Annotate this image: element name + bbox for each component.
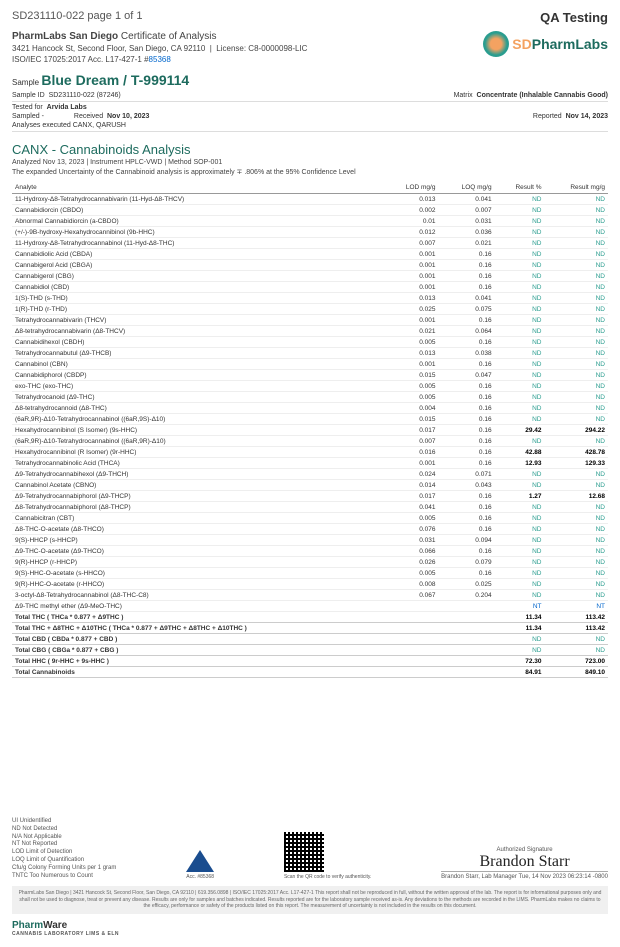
table-row: Δ9-Tetrahydrocannabiphorol (Δ9-THCP)0.01…	[12, 491, 608, 502]
lab-iso: ISO/IEC 17025:2017 Acc. L17-427-1 #85368	[12, 55, 307, 64]
table-row: Δ9-THC-O-acetate (Δ9-THCO)0.0660.16NDND	[12, 546, 608, 557]
signature: Authorized Signature Brandon Starr Brand…	[441, 847, 608, 880]
tested-for: Tested for Arvida Labs	[12, 104, 608, 111]
table-row: Tetrahydrocannabivarin (THCV)0.0010.16ND…	[12, 315, 608, 326]
total-row: Total THC ( THCa * 0.877 + Δ9THC )11.341…	[12, 612, 608, 623]
qr-code	[284, 832, 324, 872]
table-row: 9(S)-HHCP (s-HHCP)0.0310.094NDND	[12, 535, 608, 546]
table-row: 9(R)-HHCP (r-HHCP)0.0260.079NDND	[12, 557, 608, 568]
table-row: Cannabinol (CBN)0.0010.16NDND	[12, 359, 608, 370]
table-row: Δ8-tetrahydrocannoid (Δ8-THC)0.0040.16ND…	[12, 403, 608, 414]
col-header: Analyte	[12, 182, 383, 194]
col-header: Result %	[495, 182, 545, 194]
total-row: Total HHC ( 9r-HHC + 9s-HHC )72.30723.00	[12, 656, 608, 667]
table-row: Cannabidiorcin (CBDO)0.0020.007NDND	[12, 205, 608, 216]
table-row: (+/-)-9B-hydroxy-Hexahydrocannibinol (9b…	[12, 227, 608, 238]
col-header: LOQ mg/g	[438, 182, 494, 194]
table-row: 9(S)-HHC-O-acetate (s-HHCO)0.0050.16NDND	[12, 568, 608, 579]
table-row: 9(R)-HHC-O-acetate (r-HHCO)0.0080.025NDN…	[12, 579, 608, 590]
page-id: SD231110-022 page 1 of 1	[12, 10, 142, 22]
table-row: 1(S)-THD (s-THD)0.0130.041NDND	[12, 293, 608, 304]
col-header: LOD mg/g	[383, 182, 439, 194]
table-row: Cannabidiol (CBD)0.0010.16NDND	[12, 282, 608, 293]
coa-title: PharmLabs San Diego Certificate of Analy…	[12, 31, 307, 42]
table-row: exo-THC (exo-THC)0.0050.16NDND	[12, 381, 608, 392]
qa-label: QA Testing	[540, 10, 608, 25]
table-row: Δ9-Tetrahydrocannabihexol (Δ9-THCH)0.024…	[12, 469, 608, 480]
table-row: Cannabigerol Acid (CBGA)0.0010.16NDND	[12, 260, 608, 271]
total-row: Total CBD ( CBDa * 0.877 + CBD )NDND	[12, 634, 608, 645]
matrix: Matrix Concentrate (Inhalable Cannabis G…	[454, 92, 608, 99]
table-row: Δ8-tetrahydrocannabivarin (Δ8-THCV)0.021…	[12, 326, 608, 337]
table-row: Tetrahydrocanoid (Δ9-THC)0.0050.16NDND	[12, 392, 608, 403]
table-row: Cannabidihexol (CBDH)0.0050.16NDND	[12, 337, 608, 348]
disclaimer: PharmLabs San Diego | 3421 Hancock St, S…	[12, 886, 608, 914]
table-row: Abnormal Cannabidiorcin (a-CBDO)0.010.03…	[12, 216, 608, 227]
total-row: Total Cannabinoids84.91849.10	[12, 667, 608, 678]
table-row: Cannabidiolic Acid (CBDA)0.0010.16NDND	[12, 249, 608, 260]
sample-name: Blue Dream / T-999114	[41, 72, 189, 88]
table-row: (6aR,9R)-Δ10-Tetrahydrocannabinol ((6aR,…	[12, 436, 608, 447]
table-row: Δ8-THC-O-acetate (Δ8-THCO)0.0760.16NDND	[12, 524, 608, 535]
received: Received Nov 10, 2023	[74, 113, 150, 120]
table-row: Cannabidiphorol (CBDP)0.0150.047NDND	[12, 370, 608, 381]
logo-icon	[483, 31, 509, 57]
table-row: (6aR,9R)-Δ10-Tetrahydrocannabinol ((6aR,…	[12, 414, 608, 425]
reported: Reported Nov 14, 2023	[533, 113, 608, 120]
table-row: Cannabinol Acetate (CBNO)0.0140.043NDND	[12, 480, 608, 491]
table-row: Δ9-THC methyl ether (Δ9-MeO-THC)NTNT	[12, 601, 608, 612]
section-sub1: Analyzed Nov 13, 2023 | Instrument HPLC-…	[12, 159, 608, 166]
pharmware-logo: PharmWare CANNABIS LABORATORY LIMS & ELN	[12, 920, 608, 937]
table-row: Hexahydrocannibinol (R Isomer) (9r-HHC)0…	[12, 447, 608, 458]
table-row: Tetrahydrocannabutul (Δ9-THCB)0.0130.038…	[12, 348, 608, 359]
section-sub2: The expanded Uncertainty of the Cannabin…	[12, 168, 608, 176]
company-logo: SDPharmLabs	[483, 31, 608, 57]
qr-caption: Scan the QR code to verify authenticity.	[284, 874, 371, 880]
table-row: Δ8-Tetrahydrocannabiphorol (Δ8-THCP)0.04…	[12, 502, 608, 513]
sampled: Sampled -	[12, 113, 44, 120]
total-row: Total CBG ( CBGa * 0.877 + CBG )NDND	[12, 645, 608, 656]
col-header: Result mg/g	[545, 182, 609, 194]
table-row: Hexahydrocannibinol (S Isomer) (9s-HHC)0…	[12, 425, 608, 436]
lab-address: 3421 Hancock St, Second Floor, San Diego…	[12, 44, 307, 53]
section-title: CANX - Cannabinoids Analysis	[12, 142, 608, 157]
table-row: 3-octyl-Δ8-Tetrahydrocannabinol (Δ8-THC-…	[12, 590, 608, 601]
table-row: Cannabicitran (CBT)0.0050.16NDND	[12, 513, 608, 524]
sample-id: Sample ID SD231110-022 (87246)	[12, 92, 121, 99]
results-table: AnalyteLOD mg/gLOQ mg/gResult %Result mg…	[12, 182, 608, 678]
accreditation-badge: Acc. #85368	[186, 850, 214, 880]
table-row: Tetrahydrocannabinolic Acid (THCA)0.0010…	[12, 458, 608, 469]
table-row: 11-Hydroxy-Δ8-Tetrahydrocannabinol (11-H…	[12, 238, 608, 249]
analyses: Analyses executed CANX, QARUSH	[12, 122, 608, 132]
legend: UI UnidentifiedND Not DetectedN/A Not Ap…	[12, 818, 116, 880]
table-row: 1(R)-THD (r-THD)0.0250.075NDND	[12, 304, 608, 315]
table-row: 11-Hydroxy-Δ8-Tetrahydrocannabivarin (11…	[12, 194, 608, 205]
sample-block: Sample Blue Dream / T-999114	[12, 72, 608, 88]
table-row: Cannabigerol (CBG)0.0010.16NDND	[12, 271, 608, 282]
total-row: Total THC + Δ8THC + Δ10THC ( THCa * 0.87…	[12, 623, 608, 634]
